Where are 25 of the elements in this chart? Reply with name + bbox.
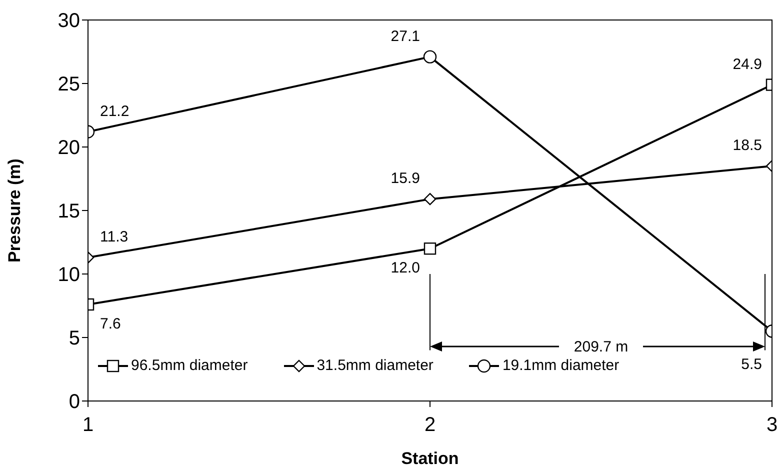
x-tick-label: 3 <box>766 414 778 436</box>
data-label: 21.2 <box>100 102 130 120</box>
data-label: 15.9 <box>390 170 420 188</box>
y-tick-label: 10 <box>58 264 80 286</box>
x-tick-label: 2 <box>424 414 436 436</box>
x-axis-title: Station <box>401 449 459 468</box>
legend-label: 96.5mm diameter <box>131 357 248 374</box>
data-label: 7.6 <box>100 315 121 332</box>
y-tick-label: 0 <box>68 391 80 414</box>
data-label: 11.3 <box>100 228 128 246</box>
data-label: 24.9 <box>732 56 762 73</box>
x-tick-label: 1 <box>82 414 94 436</box>
legend-label: 31.5mm diameter <box>316 357 434 374</box>
annotation: 209.7 m <box>574 338 628 356</box>
legend-label: 19.1mm diameter <box>502 357 620 374</box>
y-axis-title: Pressure (m) <box>5 158 24 262</box>
y-tick-label: 15 <box>58 200 80 223</box>
data-label: 5.5 <box>741 356 762 374</box>
y-tick-label: 5 <box>68 328 80 350</box>
y-tick-label: 20 <box>58 137 80 160</box>
y-tick-label: 30 <box>58 10 80 32</box>
y-tick-label: 25 <box>58 74 80 96</box>
data-label: 18.5 <box>732 137 762 154</box>
data-label: 27.1 <box>390 28 420 45</box>
data-label: 12.0 <box>390 260 420 277</box>
